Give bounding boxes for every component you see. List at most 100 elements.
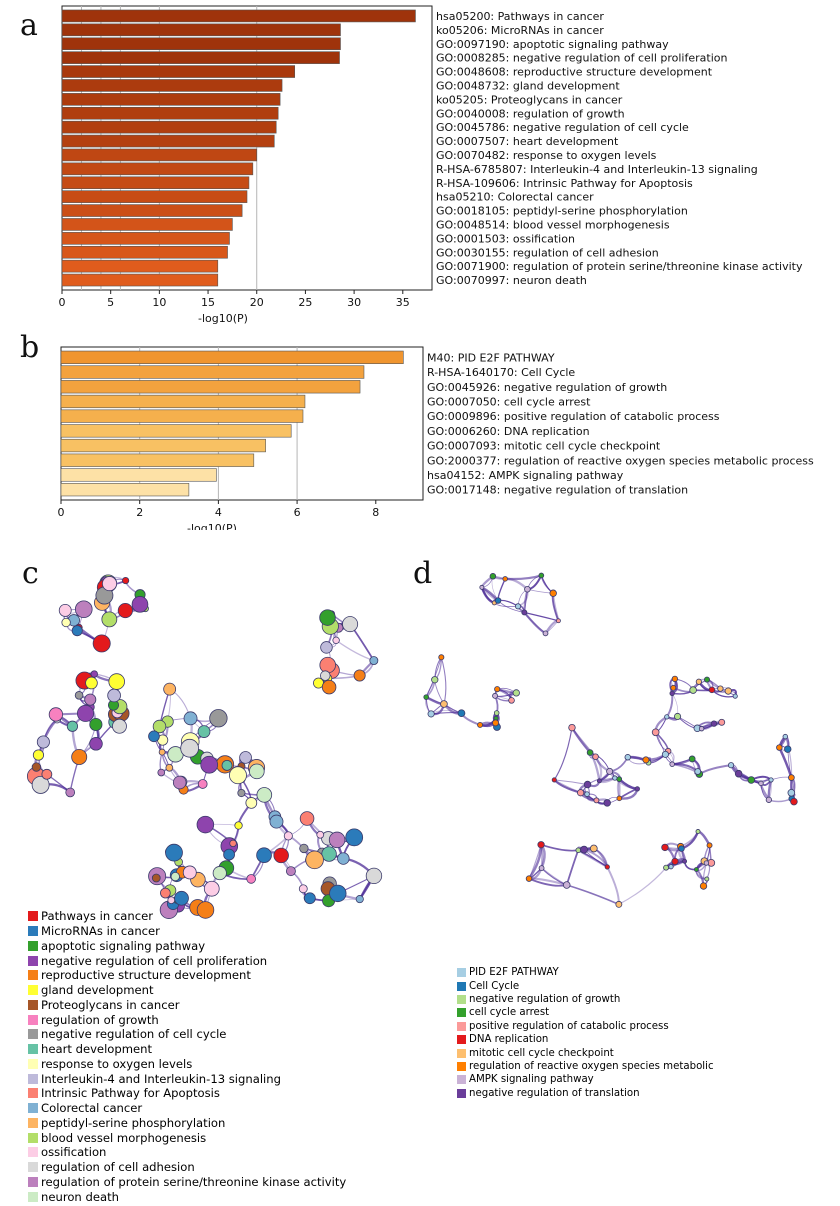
x-tick-label: 0: [58, 506, 65, 519]
legend-swatch: [28, 1103, 38, 1114]
network-node: [172, 775, 187, 790]
legend-label: regulation of reactive oxygen species me…: [469, 1060, 714, 1072]
x-tick-label: 0: [59, 296, 66, 309]
x-axis-label: -log10(P): [198, 312, 248, 325]
legend-c: Pathways in cancer MicroRNAs in cancer apo…: [28, 909, 346, 1204]
network-node: [694, 768, 702, 775]
legend-label: AMPK signaling pathway: [469, 1074, 594, 1086]
bar: [61, 176, 250, 190]
legend-swatch: [28, 999, 38, 1010]
network-node: [710, 720, 718, 727]
network-node: [131, 596, 149, 613]
legend-label: mitotic cell cycle checkpoint: [469, 1047, 614, 1059]
network-node: [575, 847, 582, 854]
network-node: [717, 685, 724, 692]
category-label: GO:0018105: peptidyl-serine phosphorylat…: [436, 205, 688, 218]
edge-layer: [424, 574, 796, 906]
category-label: R-HSA-109606: Intrinsic Pathway for Apop…: [436, 177, 693, 190]
network-node: [256, 847, 272, 864]
bar: [61, 232, 230, 245]
network-node: [493, 710, 500, 716]
x-tick-label: 20: [250, 296, 264, 309]
network-node: [479, 584, 485, 590]
legend-swatch: [28, 985, 38, 996]
network-node: [616, 795, 623, 802]
edge: [434, 679, 445, 705]
legend-swatch: [457, 1088, 466, 1098]
network-node: [718, 718, 726, 726]
legend-item: Colorectal cancer: [28, 1101, 346, 1116]
network-node: [299, 843, 309, 854]
legend-label: Proteoglycans in cancer: [41, 997, 180, 1012]
network-node: [303, 892, 316, 905]
network-node: [212, 866, 227, 881]
bar: [61, 37, 341, 51]
network-node: [593, 797, 600, 804]
network-node: [698, 726, 705, 732]
edge: [606, 866, 620, 905]
network-node: [74, 600, 93, 619]
legend-swatch: [457, 981, 466, 991]
network-node: [747, 776, 756, 784]
category-label: R-HSA-6785807: Interleukin-4 and Interle…: [436, 163, 758, 176]
legend-label: response to oxygen levels: [41, 1056, 193, 1071]
network-node: [512, 689, 520, 697]
network-node: [353, 669, 366, 682]
legend-swatch: [28, 911, 38, 922]
edge: [565, 849, 580, 886]
legend-swatch: [28, 1162, 38, 1173]
bar: [60, 380, 361, 394]
network-node: [457, 709, 466, 718]
x-tick-label: 15: [201, 296, 215, 309]
network-node: [196, 901, 215, 919]
network-node: [148, 730, 160, 743]
network-node: [203, 880, 220, 897]
legend-item: reproductive structure development: [28, 968, 346, 983]
legend-label: Pathways in cancer: [41, 909, 153, 924]
legend-item: ossification: [28, 1145, 346, 1160]
x-tick-label: 6: [294, 506, 301, 519]
legend-swatch: [28, 1088, 38, 1099]
network-node: [708, 686, 716, 694]
network-node: [671, 857, 679, 866]
legend-label: reproductive structure development: [41, 968, 251, 983]
network-node: [670, 684, 677, 691]
network-node: [615, 900, 623, 908]
network-node: [663, 864, 670, 871]
category-label: hsa05210: Colorectal cancer: [436, 191, 594, 204]
network-node: [651, 728, 660, 737]
edge: [553, 727, 573, 781]
network-node: [703, 860, 710, 866]
network-node: [699, 882, 708, 890]
bar: [61, 9, 416, 23]
network-node: [674, 712, 682, 721]
legend-label: DNA replication: [469, 1034, 549, 1046]
network-node: [732, 693, 738, 699]
legend-label: negative regulation of cell cycle: [41, 1027, 227, 1042]
edge: [497, 578, 506, 601]
network-node: [551, 777, 557, 783]
network-node: [549, 589, 557, 597]
legend-label: peptidyl-serine phosphorylation: [41, 1115, 226, 1130]
network-node: [724, 687, 732, 695]
network-node: [515, 603, 522, 610]
network-node: [784, 745, 792, 753]
network-node: [221, 759, 233, 771]
network-node: [89, 717, 103, 732]
network-node: [58, 603, 72, 617]
network-node: [342, 616, 359, 633]
legend-label: PID E2F PATHWAY: [469, 967, 559, 979]
network-node: [337, 852, 350, 865]
legend-d: PID E2F PATHWAY Cell Cycle negative regula…: [457, 966, 714, 1100]
legend-item: peptidyl-serine phosphorylation: [28, 1116, 346, 1131]
network-node: [165, 843, 183, 862]
edge: [618, 867, 667, 905]
legend-label: gland development: [41, 983, 154, 998]
network-node: [41, 768, 53, 780]
network-node: [765, 796, 772, 803]
legend-label: ossification: [41, 1145, 107, 1160]
bar: [60, 453, 255, 467]
network-node: [31, 776, 50, 794]
network-node: [669, 761, 675, 767]
